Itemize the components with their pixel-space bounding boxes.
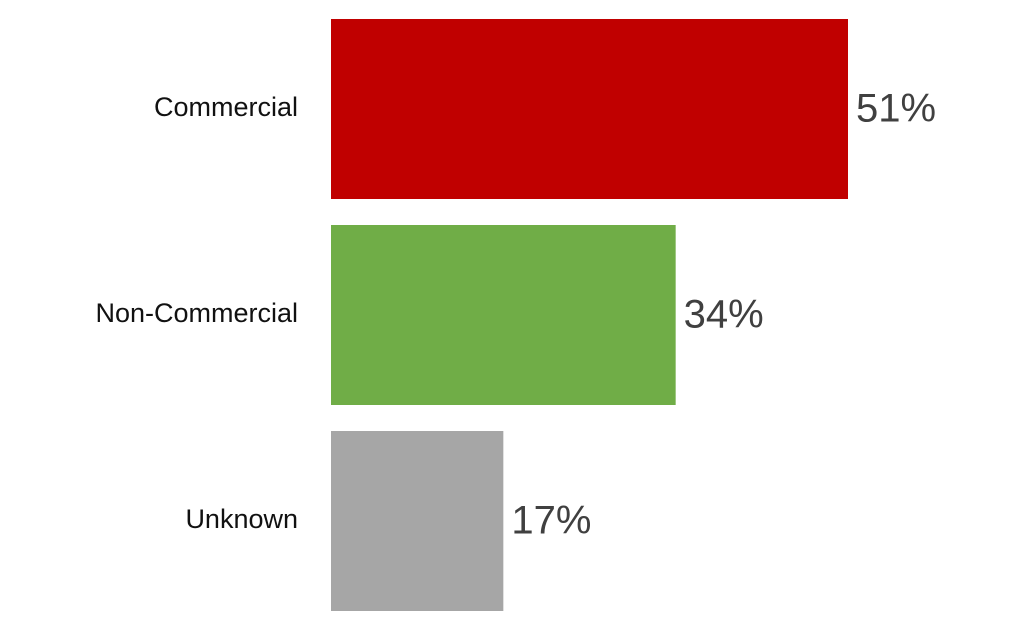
value-label: 51% bbox=[856, 87, 936, 131]
category-label: Unknown bbox=[185, 504, 298, 534]
category-label: Commercial bbox=[154, 92, 298, 122]
value-label: 34% bbox=[684, 293, 764, 337]
category-label: Non-Commercial bbox=[95, 298, 298, 328]
bar bbox=[331, 225, 676, 405]
bar bbox=[331, 19, 848, 199]
value-label: 17% bbox=[511, 499, 591, 543]
bar bbox=[331, 431, 504, 611]
